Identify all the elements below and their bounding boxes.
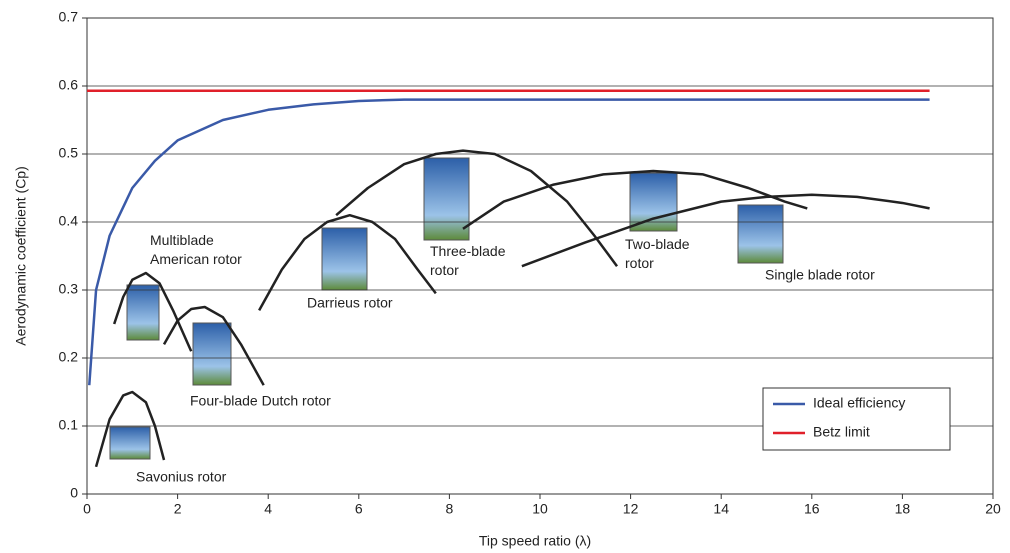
x-axis-label: Tip speed ratio (λ) xyxy=(479,533,591,549)
curve-label: Darrieus rotor xyxy=(307,295,393,311)
x-tick-label: 8 xyxy=(446,501,454,517)
photo xyxy=(110,427,150,459)
y-tick-label: 0.2 xyxy=(59,349,79,365)
x-tick-label: 20 xyxy=(985,501,1001,517)
chart: Tip speed ratio (λ) Aerodynamic coeffici… xyxy=(0,0,1010,553)
photo xyxy=(193,323,231,385)
legend-label: Betz limit xyxy=(813,424,870,440)
series-line xyxy=(522,195,930,266)
curve-label: Savonius rotor xyxy=(136,469,227,485)
photo xyxy=(322,228,367,290)
photo xyxy=(424,158,469,240)
curve-label: Single blade rotor xyxy=(765,267,875,283)
rotor-photos xyxy=(110,158,783,459)
x-tick-label: 12 xyxy=(623,501,639,517)
y-tick-label: 0 xyxy=(70,485,78,501)
x-tick-label: 18 xyxy=(895,501,911,517)
photo xyxy=(738,205,783,263)
x-tick-label: 14 xyxy=(713,501,729,517)
y-axis-label: Aerodynamic coefficient (Cp) xyxy=(13,166,29,345)
y-tick-label: 0.6 xyxy=(59,77,79,93)
y-tick-label: 0.3 xyxy=(59,281,79,297)
x-tick-label: 6 xyxy=(355,501,363,517)
x-tick-label: 16 xyxy=(804,501,820,517)
y-tick-label: 0.7 xyxy=(59,9,79,25)
legend-label: Ideal efficiency xyxy=(813,395,905,411)
x-tick-label: 4 xyxy=(264,501,272,517)
curve-label: Four-blade Dutch rotor xyxy=(190,393,331,409)
x-tick-label: 2 xyxy=(174,501,182,517)
y-tick-label: 0.5 xyxy=(59,145,79,161)
x-tick-label: 10 xyxy=(532,501,548,517)
photo xyxy=(127,285,159,340)
y-tick-label: 0.1 xyxy=(59,417,79,433)
y-tick-label: 0.4 xyxy=(59,213,79,229)
x-tick-label: 0 xyxy=(83,501,91,517)
